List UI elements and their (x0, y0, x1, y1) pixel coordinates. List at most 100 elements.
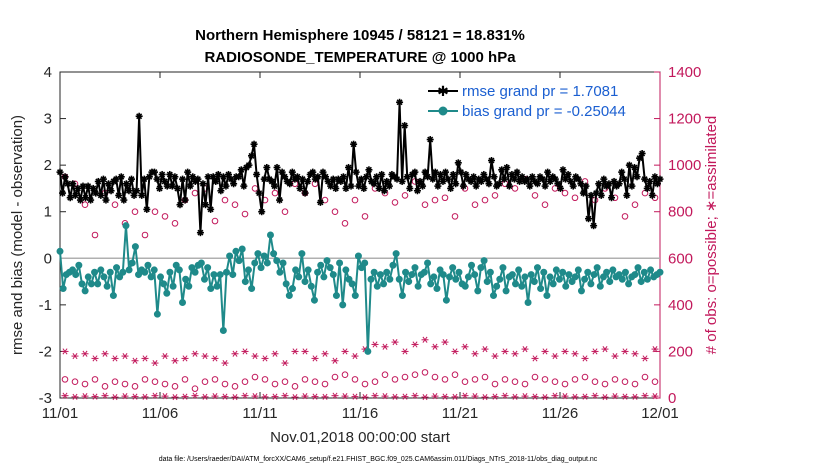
bias-point (414, 282, 422, 290)
star-stroke (557, 185, 564, 192)
star-stroke (205, 173, 212, 180)
star-stroke (482, 345, 488, 353)
bias-point (169, 282, 177, 290)
count-possible-mark (271, 380, 279, 388)
count-possible-mark (481, 196, 489, 204)
star-stroke (552, 176, 559, 183)
star-stroke (276, 197, 283, 204)
count-assimilated-mark (61, 348, 69, 355)
rmse-point (396, 98, 404, 106)
count-assimilated-mark (151, 392, 159, 399)
bias-point (304, 266, 312, 274)
star-stroke (411, 169, 418, 176)
star-stroke (468, 178, 475, 185)
rmse-point (314, 173, 322, 181)
bias-point (621, 268, 629, 276)
star-stroke (312, 393, 318, 400)
star-stroke (262, 355, 268, 362)
star-stroke (570, 183, 577, 190)
count-assimilated-mark (431, 343, 439, 350)
star-stroke (401, 122, 408, 129)
rmse-point (459, 182, 467, 190)
star-stroke (72, 352, 78, 360)
bias-point (389, 261, 397, 269)
star-stroke (215, 171, 222, 178)
legend: ✱ rmse grand pr = 1.7081 bias grand pr =… (428, 83, 626, 120)
count-assimilated-mark (351, 393, 359, 400)
bias-point (128, 259, 136, 267)
star-stroke (92, 190, 99, 197)
bias-point (606, 278, 614, 286)
star-stroke (539, 176, 546, 183)
star-stroke (452, 393, 458, 400)
star-stroke (256, 190, 263, 197)
star-stroke (552, 352, 558, 360)
star-stroke (575, 176, 582, 183)
rmse-point (454, 159, 462, 167)
bias-point (530, 278, 538, 286)
star-stroke (542, 183, 549, 190)
bias-point (329, 271, 337, 279)
bias-point (515, 266, 523, 274)
y-axis-right-label: # of obs: o=possible; ∗=assimilated (703, 116, 720, 355)
bias-point (81, 287, 89, 295)
count-possible-mark (171, 383, 179, 390)
bias-point (480, 257, 488, 265)
rmse-point (618, 168, 626, 176)
y-right-tick-label: 800 (668, 204, 693, 221)
bias-point (175, 266, 183, 274)
star-stroke (151, 169, 158, 176)
star-stroke (434, 183, 441, 190)
rmse-point (127, 175, 135, 183)
star-stroke (187, 183, 194, 190)
star-stroke (462, 343, 468, 350)
count-assimilated-mark (481, 393, 489, 401)
rmse-point (59, 189, 67, 197)
bias-point (238, 245, 246, 253)
count-assimilated-mark (441, 339, 449, 346)
star-stroke (639, 150, 646, 157)
star-stroke (332, 392, 338, 399)
star-stroke (442, 169, 449, 176)
star-stroke (314, 173, 321, 180)
count-possible-mark (301, 376, 309, 383)
bias-point (100, 273, 108, 281)
count-assimilated-mark (451, 348, 459, 355)
count-assimilated-mark (341, 348, 349, 355)
rmse-point (71, 191, 79, 199)
star-stroke (169, 183, 176, 190)
star-stroke (562, 348, 568, 355)
count-assimilated-mark (491, 393, 499, 400)
star-stroke (501, 176, 508, 183)
rmse-point (150, 168, 158, 176)
star-stroke (292, 348, 298, 355)
count-possible-mark (611, 376, 619, 383)
bias-point (656, 268, 664, 276)
count-possible-mark (401, 373, 409, 381)
rmse-point (76, 196, 84, 204)
rmse-point (643, 184, 651, 192)
bias-point (301, 278, 309, 286)
star-stroke (522, 393, 528, 400)
bias-point (310, 296, 318, 304)
star-stroke (146, 173, 153, 180)
star-stroke (612, 352, 618, 360)
count-possible-mark (391, 199, 399, 206)
count-assimilated-mark (301, 393, 309, 400)
rmse-point (370, 180, 378, 188)
count-assimilated-mark (511, 350, 519, 357)
count-assimilated-mark (271, 350, 279, 357)
star-stroke (652, 393, 658, 400)
star-stroke (90, 185, 97, 192)
star-stroke (462, 171, 469, 178)
star-stroke (100, 176, 107, 183)
star-stroke (519, 173, 526, 180)
bias-point (373, 282, 381, 290)
bias-point (518, 282, 526, 290)
star-stroke (621, 176, 628, 183)
rmse-point (332, 184, 340, 192)
rmse-point (579, 189, 587, 197)
count-possible-mark (541, 376, 549, 383)
bias-point (248, 285, 256, 293)
star-stroke (262, 393, 268, 400)
